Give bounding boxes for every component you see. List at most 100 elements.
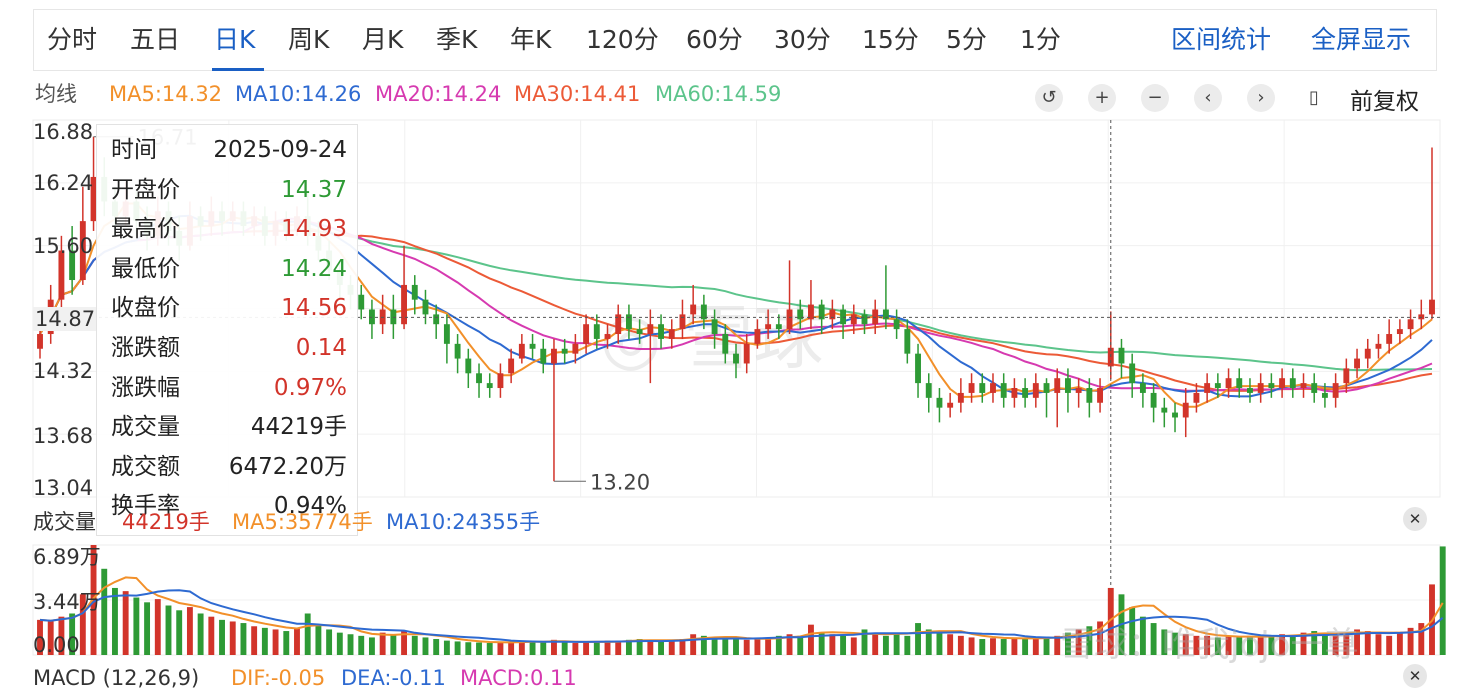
zoom-in-icon[interactable]: + [1088,84,1116,112]
tab-3[interactable]: 周K [288,25,330,54]
volume-bar [872,632,879,655]
volume-bar [112,587,118,655]
candle-body [808,304,814,320]
chevron-right-icon[interactable]: › [1247,84,1275,112]
volume-bar [272,629,279,655]
volume-bar [668,640,675,655]
tab-7[interactable]: 120分 [586,25,659,54]
volume-bar [561,642,568,655]
volume-bar [893,634,900,655]
volume-bar [47,621,54,655]
candle-body [690,304,697,315]
reset-icon[interactable]: ↺ [1035,84,1063,112]
volume-bar [1011,637,1018,655]
candle-body [540,348,547,364]
volume-bar [144,602,151,655]
tab-1[interactable]: 五日 [130,25,181,54]
candle-body [583,324,590,344]
volume-bar [711,637,718,655]
candle-body [1343,368,1350,384]
chevron-left-icon[interactable]: ‹ [1194,84,1222,112]
candle-body [1354,358,1360,369]
candle-body [518,343,525,359]
volume-bar [1343,632,1350,655]
candle-body [561,348,568,354]
candle-body [497,373,504,389]
volume-bar [443,640,450,655]
candle-body [850,314,857,325]
close-macd-icon[interactable]: ✕ [1403,664,1427,688]
candle-body [1064,378,1071,393]
candle-body [1289,378,1296,389]
volume-bar [229,621,236,655]
tooltip-key: 开盘价 [111,176,180,203]
volume-bar [122,591,129,655]
candle-body [947,402,954,408]
candle-body [679,314,686,330]
volume-bar [754,639,761,655]
candle-body [1257,383,1264,393]
volume-bar [775,635,782,655]
tab-6[interactable]: 年K [510,25,552,54]
candle-body [829,309,836,320]
volume-bar [368,637,375,655]
tooltip-key: 收盘价 [111,295,180,322]
volume-bar [69,613,76,655]
volume-bar [1204,635,1211,655]
candle-body [1300,383,1307,389]
fullscreen-link[interactable]: 全屏显示 [1311,25,1412,54]
volume-bar [679,639,686,655]
volume-bar [433,639,440,655]
tab-8[interactable]: 60分 [686,25,743,54]
volume-bar [1257,636,1264,655]
candle-body [1011,388,1018,398]
volume-bar [379,632,386,655]
candle-body [58,250,65,300]
tooltip-value: 6472.20万 [228,453,347,480]
volume-bar [240,623,247,655]
candle-body [1182,402,1189,418]
volume-bar [1418,623,1425,655]
close-volume-icon[interactable]: ✕ [1403,507,1427,531]
tooltip-row: 成交量 44219手 [111,408,347,446]
tab-9[interactable]: 30分 [774,25,831,54]
volume-bar [261,627,268,655]
volume-bar [957,635,964,655]
volume-bar [615,640,622,655]
candle-body [433,314,440,325]
candle-body [443,324,450,344]
adjust-mode-toggle[interactable]: 前复权 [1350,89,1419,115]
volume-bar [1289,635,1296,655]
volume-bar [818,632,825,655]
tooltip-value: 14.37 [281,176,347,203]
tab-5[interactable]: 季K [436,25,478,54]
tab-11[interactable]: 5分 [946,25,987,54]
tab-0[interactable]: 分时 [47,25,98,54]
candle-body [1086,388,1093,403]
period-tab-bar: 分时 五日 日K 周K 月K 季K 年K 120分 60分 30分 15分 5分 1分 区间统计 全屏显… [33,9,1437,71]
tab-4[interactable]: 月K [362,25,404,54]
volume-bar [743,639,750,655]
min-price-label: 13.20 [590,470,650,494]
volume-bar [1214,637,1221,655]
candle-icon[interactable]: ▯ [1309,87,1319,108]
tab-12[interactable]: 1分 [1020,25,1061,54]
volume-bar [658,640,664,655]
volume-y-label: 6.89万 [33,545,101,569]
volume-bar [636,639,643,655]
zoom-out-icon[interactable]: − [1141,84,1169,112]
tab-2[interactable]: 日K [214,25,256,54]
volume-bar [1043,636,1050,655]
volume-bar [925,629,932,655]
volume-ma-line [39,589,1444,643]
range-stats-link[interactable]: 区间统计 [1171,25,1272,54]
tooltip-key: 涨跌额 [111,335,180,361]
volume-bar [208,616,215,655]
volume-bar [1396,632,1403,655]
tooltip-value: 14.93 [281,216,347,243]
tab-10[interactable]: 15分 [862,25,919,54]
volume-ma10: MA10:24355手 [386,510,541,534]
candle-body [486,383,493,389]
volume-bar [1407,627,1414,655]
candle-body [925,383,932,398]
